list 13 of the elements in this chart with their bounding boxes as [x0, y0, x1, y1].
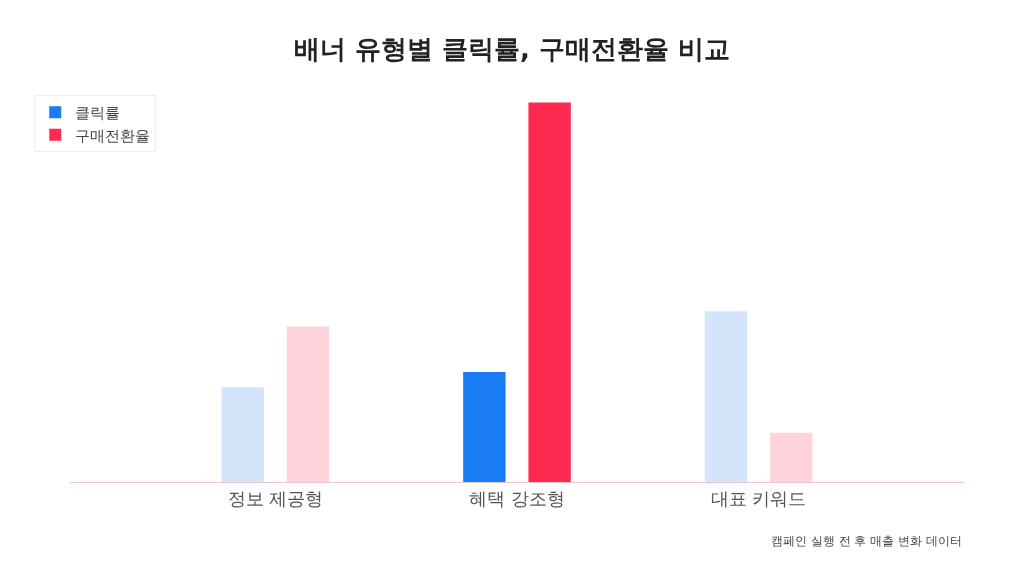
- bar: [463, 371, 506, 482]
- text: 캠페인 실행 전 후 매출 변화 데이터: [771, 534, 962, 548]
- bar: [704, 311, 748, 482]
- bar: [286, 326, 330, 482]
- x-tick-label: 정보 제공형: [227, 487, 324, 509]
- bar: [221, 387, 264, 482]
- x-tick-label: 혜택 강조형: [469, 487, 565, 509]
- chart-title: 배너 유형별 클릭률, 구매전환율 비교: [293, 33, 731, 64]
- x-tick-label: 대표 키워드: [710, 487, 807, 509]
- bar: [770, 432, 813, 482]
- legend-label: 클릭률: [75, 104, 121, 123]
- legend-label: 구매전환율: [75, 126, 151, 145]
- bar: [528, 102, 571, 482]
